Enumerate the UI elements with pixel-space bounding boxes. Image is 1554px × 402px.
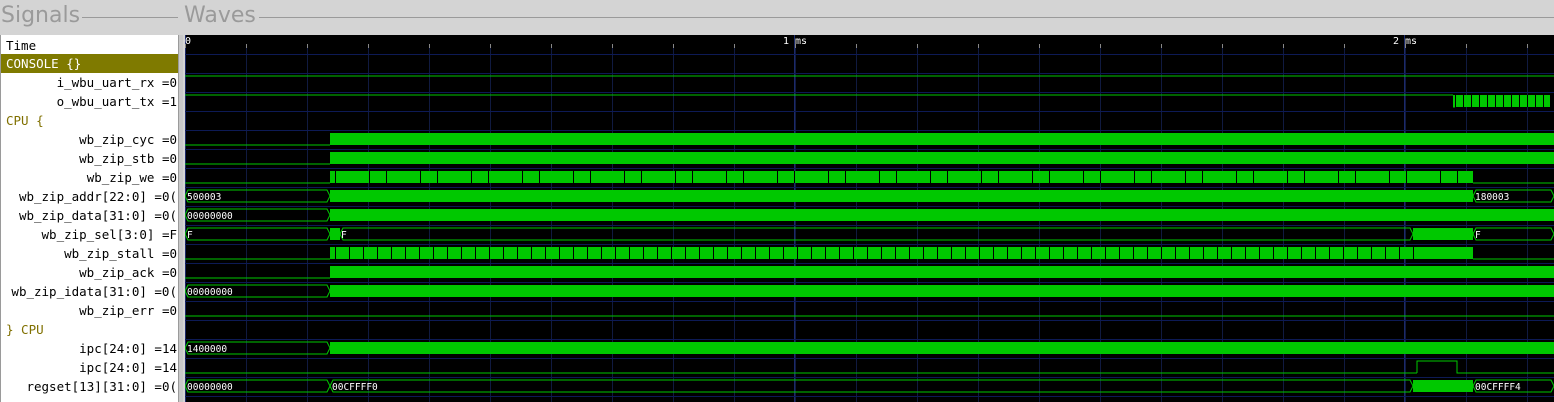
signal-row[interactable]: o_wbu_uart_tx =1 xyxy=(56,94,177,109)
bus-value: 00000000 xyxy=(187,211,233,222)
signal-row[interactable]: i_wbu_uart_rx =0 xyxy=(56,75,177,90)
bus-segment xyxy=(329,379,1414,393)
waveform-canvas[interactable]: 0 1 ms 2 ms 500003 180003 00000000 F F F 00000000… xyxy=(185,35,1554,402)
wave-busy xyxy=(330,171,1473,183)
signal-row[interactable]: wb_zip_data[31:0] =0( xyxy=(18,208,177,223)
timeline-label: 2 ms xyxy=(1393,36,1417,47)
signal-row[interactable]: wb_zip_cyc =0 xyxy=(79,132,177,147)
signal-row[interactable]: wb_zip_err =0 xyxy=(79,303,177,318)
wave-busy xyxy=(330,133,1554,145)
bus-segment xyxy=(339,227,1414,241)
cpu-group-row[interactable]: CPU { xyxy=(6,113,44,128)
signals-panel-title: Signals xyxy=(0,2,82,30)
bus-value: 500003 xyxy=(187,192,221,203)
waves-panel-title: Waves xyxy=(183,2,257,30)
wave-busy xyxy=(330,190,1473,202)
signal-row[interactable]: wb_zip_stall =0 xyxy=(64,246,177,261)
signal-row[interactable]: ipc[24:0] =14 xyxy=(79,341,177,356)
wave-busy xyxy=(330,152,1554,164)
signal-row[interactable]: regset[13][31:0] =0( xyxy=(26,379,177,394)
signal-row[interactable]: ipc[24:0] =14 xyxy=(79,360,177,375)
wave-busy xyxy=(330,266,1554,278)
wave-busy xyxy=(1413,228,1473,240)
timeline-label: 1 ms xyxy=(783,36,807,47)
bus-value: 1400000 xyxy=(187,344,227,355)
wave-busy xyxy=(1413,380,1473,392)
signal-row[interactable]: wb_zip_stb =0 xyxy=(79,151,177,166)
signals-frame-line xyxy=(82,17,178,18)
waves-frame-line xyxy=(259,17,1554,18)
waves-view[interactable]: 0 1 ms 2 ms 500003 180003 00000000 F F F 00000000… xyxy=(185,35,1554,402)
bus-value: 00CFFFF0 xyxy=(332,382,378,393)
signal-row[interactable]: wb_zip_addr[22:0] =0( xyxy=(18,189,177,204)
wave-busy xyxy=(330,342,1554,354)
bus-segment xyxy=(1472,227,1554,241)
signal-row[interactable]: wb_zip_sel[3:0] =F xyxy=(41,227,177,242)
time-header: Time xyxy=(6,38,37,53)
signals-scrollbar[interactable] xyxy=(178,35,183,402)
wave-busy xyxy=(330,285,1554,297)
bus-value: 00000000 xyxy=(187,287,233,298)
signal-row[interactable]: wb_zip_we =0 xyxy=(86,170,177,185)
bus-value: F xyxy=(187,230,193,241)
wave-busy xyxy=(330,228,340,240)
signals-list[interactable]: Time CONSOLE {} i_wbu_uart_rx =0 o_wbu_uar… xyxy=(0,35,179,402)
bus-value: 180003 xyxy=(1475,192,1509,203)
bus-value: 00000000 xyxy=(187,382,233,393)
cpu-group-row[interactable]: } CPU xyxy=(6,322,44,337)
ipc-analog xyxy=(1416,360,1554,374)
console-group-row[interactable]: CONSOLE {} xyxy=(1,54,179,73)
bus-segment xyxy=(185,227,331,241)
bus-value: F xyxy=(1475,230,1481,241)
wave-busy xyxy=(1453,95,1550,107)
signal-row[interactable]: wb_zip_ack =0 xyxy=(79,265,177,280)
bus-segment xyxy=(1472,379,1554,393)
wave-busy xyxy=(330,209,1554,221)
bus-value: F xyxy=(341,230,347,241)
signal-row[interactable]: wb_zip_idata[31:0] =0( xyxy=(11,284,177,299)
timeline-label: 0 xyxy=(185,36,191,47)
bus-value: 00CFFFF4 xyxy=(1475,382,1521,393)
bus-segment xyxy=(1472,189,1554,203)
